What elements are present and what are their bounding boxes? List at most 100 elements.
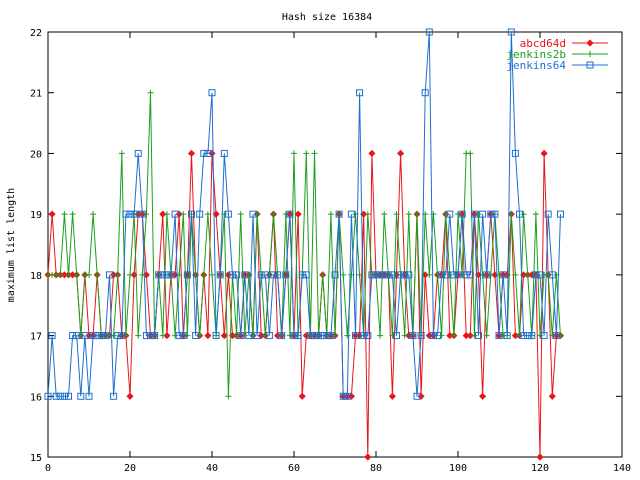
data-point-jenkins64	[89, 332, 97, 340]
data-point-jenkins2b	[73, 271, 80, 278]
data-point-jenkins64	[122, 210, 130, 218]
data-point-jenkins64	[446, 210, 454, 218]
data-point-jenkins64	[101, 332, 109, 340]
legend-marker-jenkins64	[586, 61, 594, 69]
data-point-jenkins64	[179, 332, 187, 340]
data-point-jenkins2b	[459, 271, 466, 278]
data-point-jenkins64	[388, 271, 396, 279]
data-point-jenkins64	[372, 271, 380, 279]
data-point-jenkins64	[183, 271, 191, 279]
data-point-jenkins2b	[241, 332, 248, 339]
data-point-jenkins64	[376, 271, 384, 279]
data-point-jenkins64	[257, 271, 265, 279]
data-point-jenkins2b	[135, 332, 142, 339]
data-point-jenkins64	[278, 332, 286, 340]
data-point-jenkins2b	[377, 332, 384, 339]
data-point-jenkins64	[458, 210, 466, 218]
data-point-jenkins2b	[291, 150, 297, 157]
data-point-jenkins2b	[266, 271, 273, 278]
data-point-jenkins64	[413, 392, 421, 400]
data-point-jenkins2b	[311, 150, 318, 157]
data-point-jenkins2b	[86, 271, 92, 278]
data-point-jenkins64	[405, 271, 413, 279]
data-point-jenkins64	[196, 210, 204, 218]
data-point-jenkins2b	[524, 271, 531, 278]
data-point-jenkins2b	[381, 211, 388, 218]
plot-frame	[47, 31, 623, 458]
data-point-jenkins64	[286, 210, 294, 218]
data-point-jenkins2b	[467, 150, 474, 157]
data-point-jenkins2b	[147, 89, 154, 96]
data-point-jenkins2b	[512, 271, 519, 278]
data-point-jenkins64	[175, 332, 183, 340]
data-point-jenkins64	[487, 210, 495, 218]
data-point-jenkins64	[81, 332, 89, 340]
y-tick-label: 22	[30, 28, 42, 39]
data-point-jenkins2b	[557, 332, 564, 339]
data-point-jenkins2b	[340, 271, 347, 278]
data-point-jenkins64	[224, 210, 232, 218]
data-point-jenkins64	[532, 271, 540, 279]
data-point-jenkins64	[557, 210, 564, 218]
data-point-jenkins2b	[516, 332, 523, 339]
data-point-jenkins64	[475, 332, 482, 340]
data-point-jenkins64	[167, 271, 175, 279]
data-point-jenkins2b	[225, 393, 232, 400]
data-point-jenkins64	[499, 271, 507, 279]
data-point-jenkins64	[536, 271, 544, 279]
data-point-jenkins64	[126, 210, 134, 218]
data-point-jenkins64	[393, 332, 400, 340]
data-point-abcd64d	[397, 149, 405, 157]
data-point-jenkins2b	[487, 271, 494, 278]
data-point-jenkins2b	[549, 332, 556, 339]
data-point-jenkins2b	[286, 332, 293, 339]
data-point-jenkins2b	[65, 271, 72, 278]
data-point-jenkins2b	[118, 150, 125, 157]
data-point-jenkins64	[229, 271, 236, 279]
data-point-jenkins64	[347, 210, 355, 218]
data-point-jenkins64	[548, 271, 556, 279]
series-jenkins64	[44, 28, 564, 400]
data-point-jenkins64	[65, 392, 72, 400]
y-tick-label: 18	[30, 271, 42, 282]
data-point-jenkins64	[364, 332, 372, 340]
data-point-jenkins64	[417, 332, 425, 340]
data-point-jenkins2b	[537, 332, 543, 339]
x-tick-label: 20	[124, 463, 136, 474]
data-point-jenkins64	[479, 210, 487, 218]
data-point-jenkins2b	[237, 211, 244, 218]
data-point-jenkins64	[339, 392, 347, 400]
y-axis-label: maximum list length	[6, 188, 17, 302]
data-point-jenkins2b	[471, 332, 478, 339]
data-point-jenkins2b	[303, 150, 310, 157]
data-point-jenkins2b	[69, 211, 76, 218]
data-point-jenkins2b	[450, 332, 457, 339]
data-point-jenkins2b	[90, 211, 97, 218]
data-point-jenkins2b	[401, 332, 408, 339]
data-point-abcd64d	[48, 210, 56, 218]
data-point-jenkins2b	[332, 332, 338, 339]
data-point-jenkins2b	[163, 211, 170, 218]
data-point-jenkins2b	[114, 271, 121, 278]
x-tick-label: 120	[531, 463, 549, 474]
data-point-jenkins64	[516, 210, 523, 218]
y-tick-label: 15	[30, 453, 42, 464]
data-point-jenkins2b	[520, 211, 527, 218]
data-point-abcd64d	[388, 392, 396, 400]
data-point-jenkins2b	[426, 271, 433, 278]
data-point-abcd64d	[204, 332, 212, 340]
data-point-jenkins64	[368, 271, 376, 279]
data-point-jenkins64	[56, 392, 64, 400]
data-point-abcd64d	[294, 210, 302, 218]
data-point-jenkins64	[356, 89, 364, 97]
data-point-jenkins2b	[356, 271, 363, 278]
data-point-jenkins64	[319, 332, 327, 340]
data-point-jenkins64	[425, 28, 433, 36]
data-point-abcd64d	[187, 149, 196, 157]
data-point-jenkins64	[77, 392, 85, 400]
data-point-jenkins64	[274, 271, 282, 279]
data-point-jenkins64	[44, 392, 52, 400]
legend-marker-abcd64d	[586, 39, 594, 47]
legend-label-jenkins2b: jenkins2b	[506, 48, 566, 61]
data-point-jenkins64	[270, 271, 277, 279]
